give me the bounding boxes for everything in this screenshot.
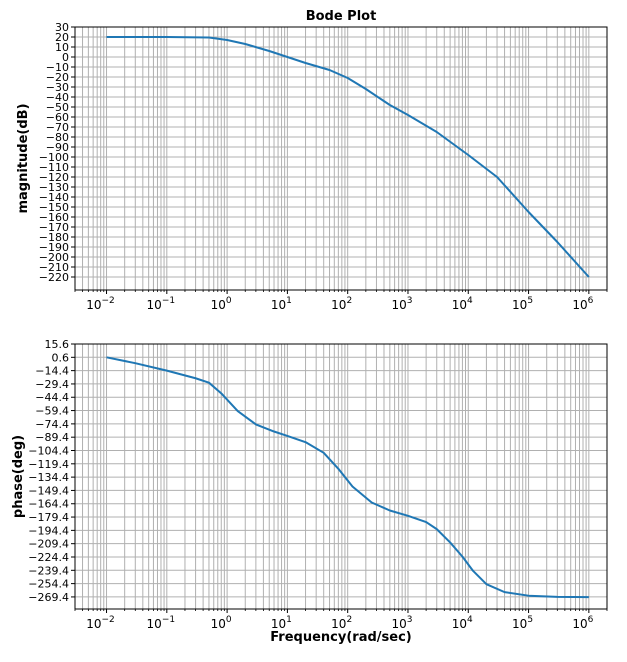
x-tick-label: 102 (331, 615, 352, 631)
x-tick-label: 105 (512, 615, 533, 631)
x-tick-label: 10−1 (147, 615, 176, 631)
y-tick-label: −60 (46, 111, 69, 124)
magnitude-y-axis-label: magnitude(dB) (16, 103, 31, 213)
y-tick-label: −134.4 (28, 471, 69, 484)
y-tick-label: −40 (46, 91, 69, 104)
y-tick-label: −104.4 (28, 444, 69, 457)
y-tick-label: −70 (46, 121, 69, 134)
x-tick-label: 100 (211, 615, 232, 631)
y-tick-label: −119.4 (28, 458, 69, 471)
y-tick-label: −110 (39, 161, 69, 174)
y-tick-label: 30 (55, 21, 69, 34)
y-tick-label: −180 (39, 231, 69, 244)
magnitude-x-ticks: 10−2 10−1 100 101 102 103 104 105 106 (74, 290, 608, 312)
y-tick-label: −30 (46, 81, 69, 94)
y-tick-label: −254.4 (28, 578, 69, 591)
y-tick-label: −89.4 (35, 431, 69, 444)
y-tick-label: −130 (39, 181, 69, 194)
x-tick-label: 104 (452, 296, 473, 312)
y-tick-label: −269.4 (28, 591, 69, 604)
y-tick-label: −164.4 (28, 498, 69, 511)
y-tick-label: −170 (39, 221, 69, 234)
y-tick-label: −10 (46, 61, 69, 74)
y-tick-label: −179.4 (28, 511, 69, 524)
y-tick-label: −160 (39, 211, 69, 224)
phase-series (106, 356, 589, 599)
x-tick-label: 10−1 (147, 296, 176, 312)
phase-line (106, 356, 589, 599)
y-tick-label: −210 (39, 261, 69, 274)
y-tick-label: −224.4 (28, 551, 69, 564)
x-tick-label: 10−2 (86, 615, 115, 631)
phase-x-ticks: 10−2 10−1 100 101 102 103 104 105 106 (74, 609, 608, 631)
phase-axes-frame (74, 343, 608, 610)
x-tick-label: 10−2 (86, 296, 115, 312)
y-tick-label: −29.4 (35, 378, 69, 391)
x-tick-label: 106 (572, 296, 593, 312)
y-tick-label: −239.4 (28, 564, 69, 577)
y-tick-label: −44.4 (35, 391, 69, 404)
y-tick-label: −59.4 (35, 405, 69, 418)
y-tick-label: 0.6 (52, 351, 70, 364)
y-tick-label: 20 (55, 31, 69, 44)
y-tick-label: 10 (55, 41, 69, 54)
x-tick-label: 103 (391, 296, 412, 312)
y-tick-label: −14.4 (35, 365, 69, 378)
x-tick-label: 101 (271, 615, 292, 631)
y-tick-label: −190 (39, 241, 69, 254)
y-tick-label: −149.4 (28, 484, 69, 497)
y-tick-label: −140 (39, 191, 69, 204)
y-tick-label: −74.4 (35, 418, 69, 431)
phase-y-ticks: 15.60.6−14.4−29.4−44.4−59.4−74.4−89.4−10… (28, 338, 75, 604)
y-tick-label: −90 (46, 141, 69, 154)
y-tick-label: −209.4 (28, 538, 69, 551)
phase-grid (74, 343, 608, 609)
x-tick-label: 105 (512, 296, 533, 312)
y-tick-label: 15.6 (45, 338, 70, 351)
y-tick-label: −20 (46, 71, 69, 84)
y-tick-label: −220 (39, 271, 69, 284)
x-tick-label: 104 (452, 615, 473, 631)
x-tick-label: 102 (331, 296, 352, 312)
y-tick-label: −120 (39, 171, 69, 184)
y-tick-label: −100 (39, 151, 69, 164)
magnitude-line (106, 36, 590, 278)
x-axis-label: Frequency(rad/sec) (270, 630, 411, 645)
x-tick-label: 106 (572, 615, 593, 631)
x-tick-label: 100 (211, 296, 232, 312)
y-tick-label: 0 (62, 51, 69, 64)
y-tick-label: −50 (46, 101, 69, 114)
y-tick-label: −80 (46, 131, 69, 144)
x-tick-label: 103 (391, 615, 412, 631)
y-tick-label: −194.4 (28, 524, 69, 537)
phase-y-axis-label: phase(deg) (11, 435, 26, 518)
magnitude-plot: 3020100−10−20−30−40−50−60−70−80−90−100−1… (16, 21, 608, 312)
magnitude-axes-frame (74, 26, 608, 291)
chart-title: Bode Plot (306, 9, 377, 24)
x-tick-label: 101 (271, 296, 292, 312)
magnitude-y-ticks: 3020100−10−20−30−40−50−60−70−80−90−100−1… (39, 21, 75, 284)
phase-plot: 15.60.6−14.4−29.4−44.4−59.4−74.4−89.4−10… (11, 338, 608, 645)
magnitude-grid (74, 26, 608, 290)
y-tick-label: −200 (39, 251, 69, 264)
y-tick-label: −150 (39, 201, 69, 214)
magnitude-series (106, 36, 590, 278)
